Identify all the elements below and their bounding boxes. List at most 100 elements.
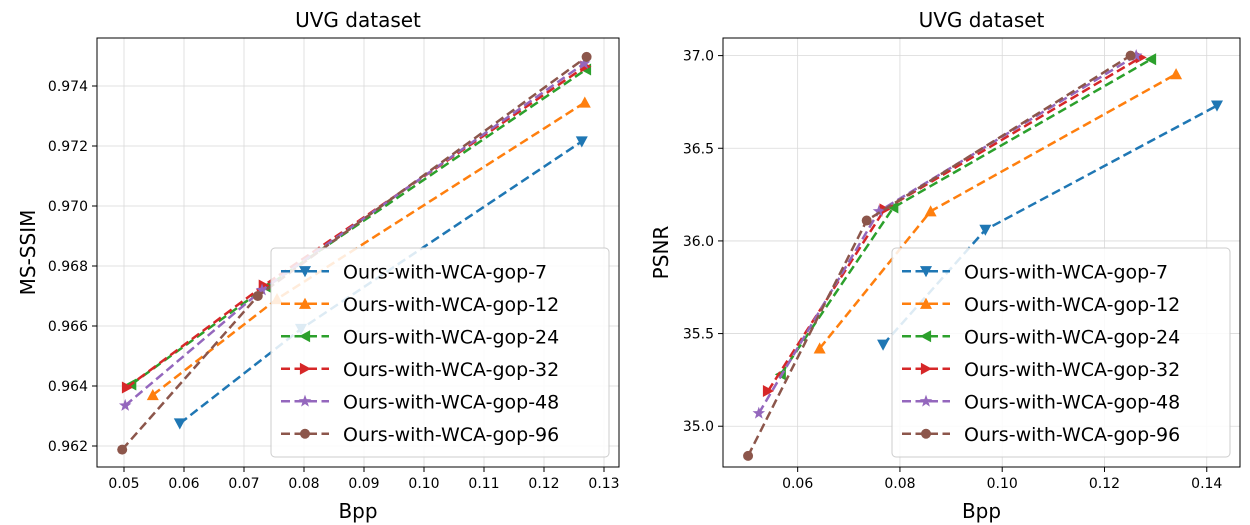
y-tick-label: 36.5 (683, 141, 714, 157)
y-tick-label: 0.964 (48, 379, 88, 395)
data-point (861, 215, 872, 226)
data-point (146, 389, 159, 401)
x-tick-label: 0.13 (588, 476, 619, 492)
x-axis-label: Bpp (962, 499, 1001, 523)
legend-entry: Ours-with-WCA-gop-96 (281, 424, 559, 446)
data-point (877, 339, 890, 351)
x-tick-label: 0.05 (108, 476, 139, 492)
chart-title: UVG dataset (919, 8, 1045, 32)
series-line (779, 58, 1152, 376)
legend-entry: Ours-with-WCA-gop-24 (902, 326, 1180, 348)
y-tick-label: 35.0 (683, 419, 714, 435)
legend-marker (919, 394, 933, 407)
legend-marker (920, 330, 932, 343)
y-tick-label: 37.0 (683, 49, 714, 65)
legend: Ours-with-WCA-gop-7 Ours-with-WCA-gop-12 O… (270, 247, 610, 458)
y-axis-label: MS-SSIM (16, 210, 40, 296)
legend-box (270, 247, 610, 458)
series-5 (752, 49, 1143, 419)
legend-label: Ours-with-WCA-gop-24 (964, 326, 1180, 348)
legend-label: Ours-with-WCA-gop-12 (343, 294, 559, 316)
legend-label: Ours-with-WCA-gop-12 (964, 294, 1180, 316)
legend-label: Ours-with-WCA-gop-32 (964, 359, 1180, 381)
x-tick-label: 0.06 (168, 476, 199, 492)
series-5 (118, 56, 591, 411)
data-point (577, 56, 591, 69)
data-point (1210, 100, 1223, 112)
data-point (872, 204, 886, 217)
y-tick-label: 0.970 (48, 199, 88, 215)
legend-marker (920, 266, 932, 278)
legend-entry: Ours-with-WCA-gop-12 (281, 294, 559, 316)
legend-label: Ours-with-WCA-gop-32 (343, 359, 559, 381)
chart-panel-2: 0.06 0.08 0.10 0.12 0.14 35.0 35.5 36.0 36.5 37.0… (649, 8, 1241, 523)
series-2 (813, 68, 1183, 354)
chart-panel-1: 0.05 0.06 0.07 0.08 0.09 0.10 0.11 0.12 0.13 0.96… (16, 8, 620, 523)
legend-entry: Ours-with-WCA-gop-7 (902, 261, 1168, 283)
data-point (924, 205, 937, 217)
legend-label: Ours-with-WCA-gop-48 (343, 391, 559, 413)
legend-label: Ours-with-WCA-gop-96 (343, 424, 559, 446)
legend-label: Ours-with-WCA-gop-7 (964, 261, 1168, 283)
legend-entry: Ours-with-WCA-gop-12 (902, 294, 1180, 316)
x-tick-label: 0.14 (1191, 476, 1222, 492)
plot-frame (722, 37, 1241, 468)
x-tick-label: 0.11 (468, 476, 499, 492)
legend-label: Ours-with-WCA-gop-96 (964, 424, 1180, 446)
y-tick-label: 0.966 (48, 319, 88, 335)
legend-marker (299, 266, 311, 278)
legend: Ours-with-WCA-gop-7 Ours-with-WCA-gop-12 O… (891, 247, 1231, 458)
legend-entry: Ours-with-WCA-gop-7 (281, 261, 547, 283)
data-point (1170, 68, 1183, 80)
chart-title: UVG dataset (295, 8, 421, 32)
x-tick-label: 0.10 (408, 476, 439, 492)
y-tick-label: 0.974 (48, 79, 88, 95)
legend-box (891, 247, 1231, 458)
x-tick-label: 0.08 (884, 476, 915, 492)
y-tick-label: 0.968 (48, 259, 88, 275)
y-tick-label: 0.962 (48, 439, 88, 455)
plot-frame (96, 37, 620, 468)
series-6 (743, 50, 1136, 461)
data-point (255, 283, 269, 296)
y-axis-label: PSNR (649, 226, 673, 280)
data-point (813, 342, 826, 354)
legend-marker (299, 362, 311, 375)
x-axis-label: Bpp (338, 499, 377, 523)
data-point (121, 381, 133, 394)
legend-entry: Ours-with-WCA-gop-32 (281, 359, 559, 381)
data-point (173, 418, 186, 430)
legend-marker (299, 297, 311, 309)
data-point (887, 201, 899, 214)
data-point (762, 385, 775, 398)
data-point (117, 444, 128, 455)
legend-entry: Ours-with-WCA-gop-48 (902, 391, 1180, 413)
data-point (752, 406, 766, 419)
legend-label: Ours-with-WCA-gop-7 (343, 261, 547, 283)
data-point (979, 224, 992, 236)
legend-marker (921, 428, 931, 439)
data-point (1145, 53, 1157, 66)
legend-entry: Ours-with-WCA-gop-96 (902, 424, 1180, 446)
data-point (1129, 49, 1143, 61)
legend-marker (920, 362, 932, 375)
data-point (575, 136, 588, 148)
x-tick-label: 0.12 (528, 476, 559, 492)
data-point (118, 398, 132, 411)
x-tick-label: 0.10 (987, 476, 1018, 492)
x-tick-label: 0.06 (782, 476, 813, 492)
legend-entry: Ours-with-WCA-gop-24 (281, 326, 559, 348)
data-point (1125, 50, 1136, 61)
legend-label: Ours-with-WCA-gop-24 (343, 326, 559, 348)
data-point (578, 96, 591, 108)
y-tick-label: 35.5 (683, 327, 714, 343)
x-tick-label: 0.08 (288, 476, 319, 492)
y-tick-label: 0.972 (48, 139, 88, 155)
legend-label: Ours-with-WCA-gop-48 (964, 391, 1180, 413)
legend-entry: Ours-with-WCA-gop-32 (902, 359, 1180, 381)
data-point (743, 450, 754, 461)
legend-marker (920, 297, 932, 309)
series-6 (117, 51, 592, 455)
x-tick-label: 0.07 (228, 476, 259, 492)
